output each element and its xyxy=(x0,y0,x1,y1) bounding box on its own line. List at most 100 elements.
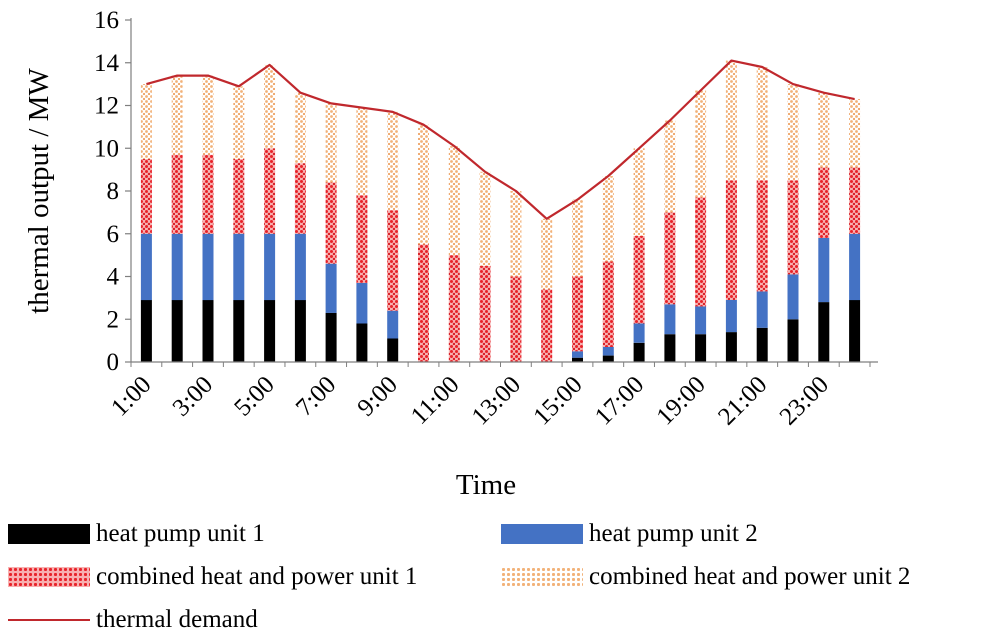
bar-combined-heat-and-power-unit-2-12:00 xyxy=(479,171,491,266)
x-tick-label: 21:00 xyxy=(713,371,772,430)
y-tick-label: 6 xyxy=(107,221,120,248)
bar-heat-pump-unit-1-24:00 xyxy=(849,300,861,362)
bar-combined-heat-and-power-unit-2-7:00 xyxy=(325,103,337,183)
bar-heat-pump-unit-1-21:00 xyxy=(756,327,768,362)
bar-heat-pump-unit-2-1:00 xyxy=(140,233,152,301)
bar-combined-heat-and-power-unit-1-16:00 xyxy=(602,261,614,347)
bar-heat-pump-unit-2-9:00 xyxy=(387,310,399,339)
legend: heat pump unit 1 heat pump unit 2 combin… xyxy=(0,506,986,637)
bar-combined-heat-and-power-unit-1-7:00 xyxy=(325,182,337,264)
chart: 0 2 4 6 8 10 12 14 16 1:00 3:00 5:00 7:00 9:00 11:00 13… xyxy=(23,7,878,501)
bar-heat-pump-unit-1-9:00 xyxy=(387,338,399,362)
x-tick-label: 9:00 xyxy=(352,371,403,422)
series-line-thermal-demand xyxy=(146,59,855,220)
bar-combined-heat-and-power-unit-1-12:00 xyxy=(479,265,491,362)
x-tick-label: 5:00 xyxy=(229,371,280,422)
bar-heat-pump-unit-2-3:00 xyxy=(202,233,214,301)
bar-heat-pump-unit-2-17:00 xyxy=(633,323,645,343)
legend-swatch-chp-unit-2 xyxy=(501,567,583,587)
bar-heat-pump-unit-1-3:00 xyxy=(202,300,214,362)
bar-combined-heat-and-power-unit-1-6:00 xyxy=(294,163,306,234)
bar-heat-pump-unit-2-2:00 xyxy=(171,233,183,301)
bar-combined-heat-and-power-unit-1-1:00 xyxy=(140,158,152,234)
bar-combined-heat-and-power-unit-2-11:00 xyxy=(448,146,460,256)
bar-heat-pump-unit-2-19:00 xyxy=(695,306,707,335)
bar-combined-heat-and-power-unit-2-6:00 xyxy=(294,92,306,164)
bar-heat-pump-unit-1-6:00 xyxy=(294,300,306,362)
bar-heat-pump-unit-2-8:00 xyxy=(356,282,368,324)
legend-swatch-heat-pump-unit-2 xyxy=(501,524,583,544)
bar-heat-pump-unit-2-6:00 xyxy=(294,233,306,301)
legend-label: heat pump unit 1 xyxy=(96,520,265,547)
legend-item-chp-unit-1: combined heat and power unit 1 xyxy=(8,562,417,592)
y-tick-label: 16 xyxy=(94,7,119,34)
bar-combined-heat-and-power-unit-2-16:00 xyxy=(602,176,614,262)
bar-heat-pump-unit-1-15:00 xyxy=(572,357,583,362)
bar-combined-heat-and-power-unit-2-2:00 xyxy=(171,75,183,155)
y-axis-title: thermal output / MW xyxy=(23,68,55,314)
legend-swatch-thermal-demand xyxy=(8,619,90,621)
bar-combined-heat-and-power-unit-2-13:00 xyxy=(510,191,522,277)
legend-swatch-chp-unit-1 xyxy=(8,567,90,587)
bar-combined-heat-and-power-unit-2-23:00 xyxy=(818,92,830,168)
bar-heat-pump-unit-1-17:00 xyxy=(633,342,645,362)
bar-combined-heat-and-power-unit-2-17:00 xyxy=(633,148,645,236)
bars-layer xyxy=(140,60,861,363)
x-tick-label: 13:00 xyxy=(467,371,526,430)
bar-combined-heat-and-power-unit-1-9:00 xyxy=(387,210,399,311)
x-tick-label: 11:00 xyxy=(406,371,465,430)
bar-heat-pump-unit-2-15:00 xyxy=(572,351,583,358)
bar-heat-pump-unit-2-23:00 xyxy=(818,238,830,303)
legend-item-chp-unit-2: combined heat and power unit 2 xyxy=(501,562,910,592)
x-tick-label: 1:00 xyxy=(106,371,157,422)
bar-heat-pump-unit-1-1:00 xyxy=(140,300,152,362)
bar-combined-heat-and-power-unit-2-20:00 xyxy=(725,60,737,181)
legend-label: combined heat and power unit 2 xyxy=(589,563,911,590)
y-tick-label: 4 xyxy=(107,264,120,291)
bar-heat-pump-unit-2-24:00 xyxy=(849,233,861,301)
x-axis-title: Time xyxy=(456,469,516,501)
bar-combined-heat-and-power-unit-1-8:00 xyxy=(356,195,368,283)
bar-combined-heat-and-power-unit-1-13:00 xyxy=(510,276,522,362)
bar-heat-pump-unit-2-21:00 xyxy=(756,291,768,328)
legend-item-thermal-demand: thermal demand xyxy=(8,605,258,635)
bar-heat-pump-unit-1-7:00 xyxy=(325,312,337,362)
y-tick-label: 0 xyxy=(107,349,120,376)
y-tick-label: 14 xyxy=(94,50,120,77)
bar-combined-heat-and-power-unit-2-4:00 xyxy=(233,86,245,159)
bar-combined-heat-and-power-unit-2-19:00 xyxy=(695,90,707,198)
bar-heat-pump-unit-1-23:00 xyxy=(818,302,830,362)
x-tick-label: 15:00 xyxy=(528,371,587,430)
bar-combined-heat-and-power-unit-1-5:00 xyxy=(264,148,276,234)
bar-combined-heat-and-power-unit-2-21:00 xyxy=(756,67,768,181)
bar-combined-heat-and-power-unit-1-3:00 xyxy=(202,154,214,234)
bar-combined-heat-and-power-unit-2-1:00 xyxy=(140,84,152,159)
bar-heat-pump-unit-2-7:00 xyxy=(325,263,337,313)
bar-combined-heat-and-power-unit-1-19:00 xyxy=(695,197,707,307)
bar-combined-heat-and-power-unit-1-23:00 xyxy=(818,167,830,238)
bar-combined-heat-and-power-unit-1-15:00 xyxy=(572,276,583,352)
legend-swatch-heat-pump-unit-1 xyxy=(8,524,90,544)
bar-combined-heat-and-power-unit-2-9:00 xyxy=(387,111,399,211)
legend-label: combined heat and power unit 1 xyxy=(96,563,418,590)
x-tick-label: 19:00 xyxy=(652,371,711,430)
bar-combined-heat-and-power-unit-2-18:00 xyxy=(664,120,676,213)
bar-combined-heat-and-power-unit-1-21:00 xyxy=(756,180,768,292)
bar-heat-pump-unit-1-19:00 xyxy=(695,334,707,362)
bar-combined-heat-and-power-unit-2-8:00 xyxy=(356,107,368,196)
bar-combined-heat-and-power-unit-2-14:00 xyxy=(541,218,553,290)
legend-item-heat-pump-unit-2: heat pump unit 2 xyxy=(501,519,758,549)
bar-combined-heat-and-power-unit-2-10:00 xyxy=(418,124,429,245)
bar-heat-pump-unit-1-8:00 xyxy=(356,323,368,362)
bar-heat-pump-unit-2-16:00 xyxy=(602,347,614,356)
x-tick-label: 7:00 xyxy=(291,371,342,422)
bar-combined-heat-and-power-unit-1-22:00 xyxy=(787,180,799,275)
bar-heat-pump-unit-2-22:00 xyxy=(787,274,799,320)
bar-heat-pump-unit-1-4:00 xyxy=(233,300,245,362)
y-tick-label: 12 xyxy=(94,93,119,120)
bar-heat-pump-unit-1-18:00 xyxy=(664,334,676,362)
bar-heat-pump-unit-2-18:00 xyxy=(664,304,676,335)
bar-combined-heat-and-power-unit-1-24:00 xyxy=(849,167,861,234)
bar-combined-heat-and-power-unit-1-10:00 xyxy=(418,244,429,362)
bar-combined-heat-and-power-unit-1-4:00 xyxy=(233,158,245,234)
